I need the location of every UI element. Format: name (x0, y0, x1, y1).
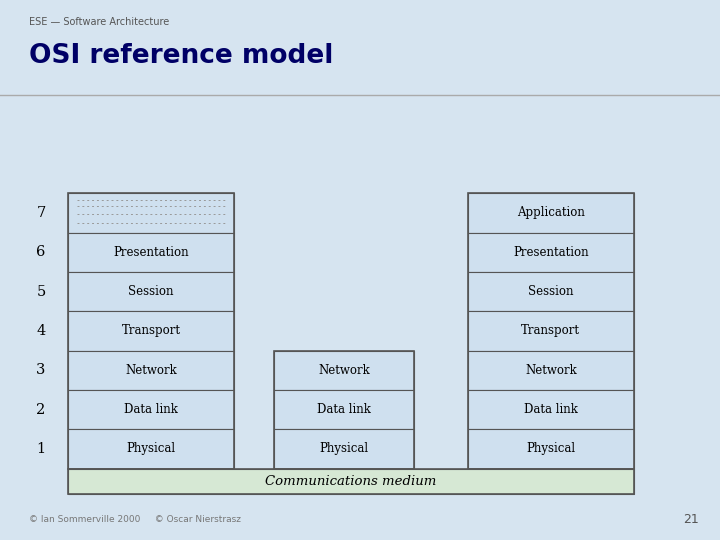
Bar (468, 350, 634, 390)
Bar (68, 272, 234, 311)
Text: 3: 3 (36, 363, 46, 377)
Text: Presentation: Presentation (113, 246, 189, 259)
Bar (68, 193, 234, 233)
Bar (68, 350, 234, 390)
Text: Session: Session (528, 285, 574, 298)
Bar (68, 469, 634, 494)
Text: Presentation: Presentation (513, 246, 589, 259)
Text: Communications medium: Communications medium (265, 475, 437, 488)
Bar (68, 233, 234, 272)
Text: Session: Session (128, 285, 174, 298)
Bar (274, 350, 414, 469)
Text: Physical: Physical (526, 442, 575, 455)
Text: Application: Application (517, 206, 585, 219)
Text: 4: 4 (37, 324, 45, 338)
Text: 2: 2 (37, 403, 45, 417)
Text: © Ian Sommerville 2000     © Oscar Nierstrasz: © Ian Sommerville 2000 © Oscar Nierstras… (29, 515, 240, 524)
Text: 5: 5 (37, 285, 45, 299)
Bar (468, 272, 634, 311)
Bar (68, 469, 634, 494)
Bar (68, 429, 234, 469)
Bar (468, 193, 634, 233)
Text: ESE — Software Architecture: ESE — Software Architecture (29, 17, 169, 27)
Bar (468, 311, 634, 350)
Text: Network: Network (525, 364, 577, 377)
Text: 7: 7 (37, 206, 45, 220)
Bar (68, 311, 234, 350)
Bar (468, 193, 634, 469)
Text: Transport: Transport (521, 325, 580, 338)
Bar (274, 390, 414, 429)
Bar (468, 390, 634, 429)
Bar (274, 350, 414, 390)
Text: OSI reference model: OSI reference model (29, 43, 333, 69)
Text: Data link: Data link (524, 403, 577, 416)
Text: 21: 21 (683, 512, 698, 526)
Text: Physical: Physical (127, 442, 176, 455)
Text: Network: Network (125, 364, 177, 377)
Bar (68, 193, 234, 469)
Text: Network: Network (318, 364, 369, 377)
Text: Physical: Physical (319, 442, 369, 455)
Bar (468, 233, 634, 272)
Text: Data link: Data link (317, 403, 371, 416)
Text: 1: 1 (37, 442, 45, 456)
Text: 6: 6 (36, 245, 46, 259)
Bar (274, 429, 414, 469)
Bar (68, 390, 234, 429)
Text: Data link: Data link (125, 403, 178, 416)
Bar (468, 429, 634, 469)
Text: Transport: Transport (122, 325, 181, 338)
